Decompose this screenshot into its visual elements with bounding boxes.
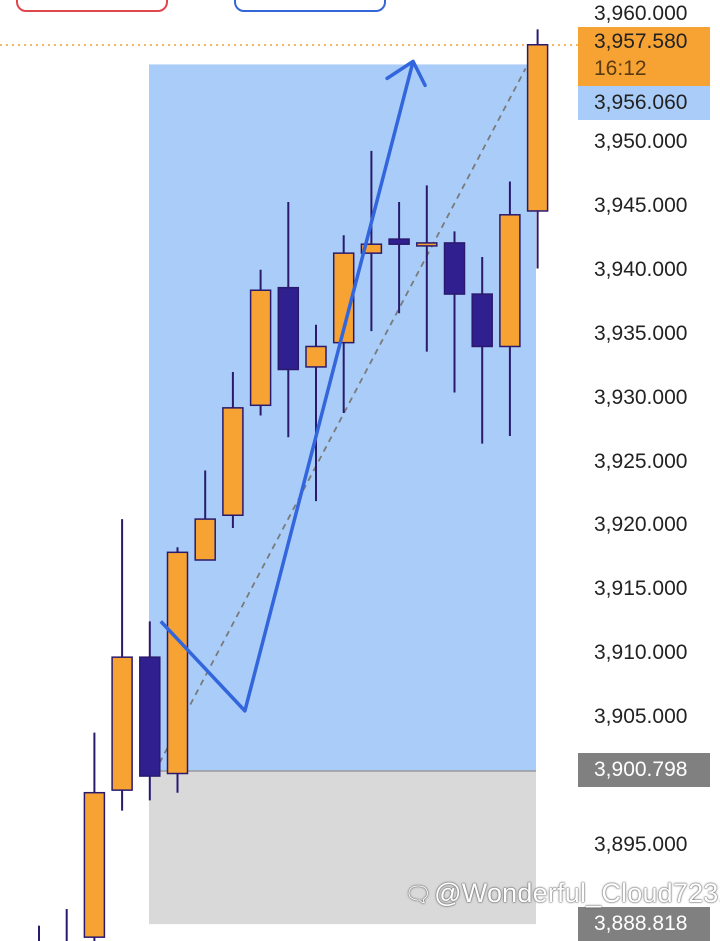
watermark: 🗨@Wonderful_Cloud7231 xyxy=(404,878,720,909)
price-axis-tick: 3,945.000 xyxy=(594,193,688,217)
candle-countdown: 16:12 xyxy=(594,57,647,80)
price-axis-tick: 3,895.000 xyxy=(594,833,688,857)
entry-price-tag: 3,900.798 xyxy=(578,753,710,787)
bullish-candle xyxy=(416,242,438,247)
price-axis-tick: 3,920.000 xyxy=(594,513,688,537)
price-axis-tick: 3,960.000 xyxy=(594,2,688,26)
bearish-candle xyxy=(388,238,410,245)
risk-reward-diagonal xyxy=(158,68,527,764)
sell-button[interactable] xyxy=(16,0,168,12)
bullish-candle xyxy=(526,43,549,212)
bullish-candle xyxy=(360,243,383,254)
price-axis-tick: 3,915.000 xyxy=(594,577,688,601)
bullish-candle xyxy=(194,518,216,561)
current-price-tag: 3,957.580 16:12 xyxy=(578,27,710,87)
projection-arrowhead xyxy=(385,59,427,88)
bearish-candle xyxy=(443,242,466,295)
watermark-text: @Wonderful_Cloud7231 xyxy=(434,878,720,908)
current-price-value: 3,957.580 xyxy=(594,30,688,53)
bullish-candle xyxy=(83,791,106,938)
price-axis-tick: 3,950.000 xyxy=(594,129,688,153)
bullish-candle xyxy=(222,407,244,516)
bearish-candle xyxy=(471,293,493,348)
bearish-candle xyxy=(139,656,161,777)
bullish-candle xyxy=(249,289,272,407)
price-axis-tick: 3,940.000 xyxy=(594,257,688,281)
bullish-candle xyxy=(332,252,355,344)
bullish-candle xyxy=(166,551,189,775)
price-axis-tick: 3,905.000 xyxy=(594,705,688,729)
bullish-candle xyxy=(499,214,521,348)
projection-path xyxy=(159,60,415,713)
speech-bubble-icon: 🗨 xyxy=(404,882,433,907)
bullish-candle xyxy=(305,345,327,368)
price-axis-tick: 3,925.000 xyxy=(594,449,688,473)
bullish-candle xyxy=(111,656,133,791)
loss-zone xyxy=(149,770,536,925)
bearish-candle xyxy=(277,286,300,371)
price-axis-tick: 3,910.000 xyxy=(594,641,688,665)
target-price-tag: 3,956.060 xyxy=(578,86,710,120)
buy-button[interactable] xyxy=(234,0,386,12)
price-axis-tick: 3,930.000 xyxy=(594,385,688,409)
stop-price-tag: 3,888.818 xyxy=(578,907,710,941)
price-axis-tick: 3,935.000 xyxy=(594,321,688,345)
